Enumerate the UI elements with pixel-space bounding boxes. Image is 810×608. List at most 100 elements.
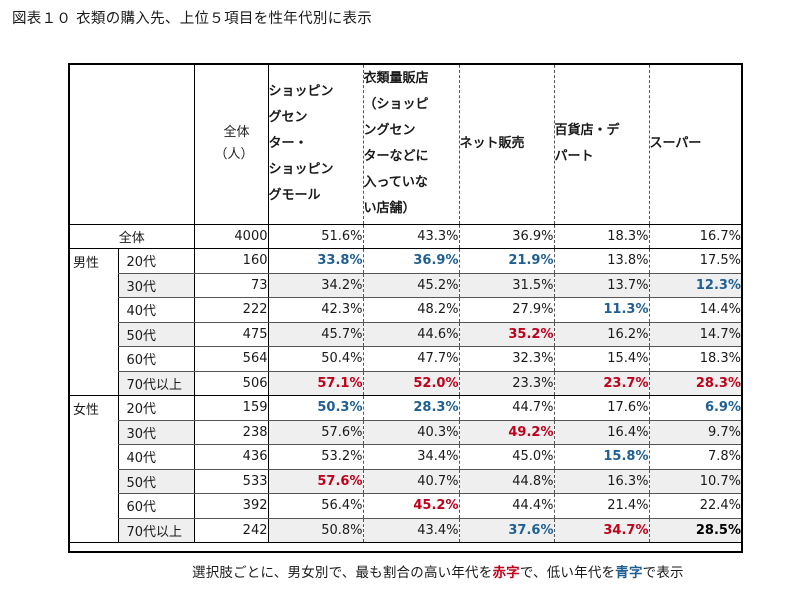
header-line: 入っていな xyxy=(363,175,428,191)
value-text: 51.6% xyxy=(321,228,363,244)
value-text: 48.2% xyxy=(417,302,459,318)
value-text: 40.7% xyxy=(417,473,459,489)
value-text: 23.3% xyxy=(512,375,554,391)
value-text: 22.4% xyxy=(699,498,741,514)
total-cell: 73 xyxy=(193,273,269,298)
value-text: 44.6% xyxy=(417,326,459,342)
table-row: 30代 238 57.6% 40.3% 49.2% 16.4% 9.7% xyxy=(70,420,741,445)
header-department-store: 百貨店・デ パート xyxy=(554,65,650,225)
value-cell: 48.2% xyxy=(363,297,460,323)
value-text: 50.3% xyxy=(317,400,363,416)
row-label-all: 全体 xyxy=(70,224,194,249)
value-text: 34.7% xyxy=(603,522,649,538)
value-text: 27.9% xyxy=(512,302,554,318)
value-cell: 57.1% xyxy=(268,371,364,396)
value-cell: 49.2% xyxy=(459,420,555,445)
age-label: 70代以上 xyxy=(117,371,194,396)
value-cell: 27.9% xyxy=(459,297,555,323)
total-cell: 242 xyxy=(193,518,269,543)
header-online: ネット販売 xyxy=(459,65,555,225)
header-row: 全体 （人） ショッピン グセン ター・ ショッピン グモール 衣類量販店 （ショッピ ング… xyxy=(70,65,741,225)
value-text: 44.8% xyxy=(512,473,554,489)
value-cell: 16.2% xyxy=(554,322,650,347)
value-text: 21.9% xyxy=(508,253,554,269)
table-body: 全体 4000 51.6% 43.3% 36.9% 18.3% 16.7% 男性 20代 160 3… xyxy=(70,224,741,543)
value-text: 15.8% xyxy=(603,449,649,465)
value-cell: 40.7% xyxy=(363,469,460,494)
value-text: 18.3% xyxy=(607,228,649,244)
value-cell: 9.7% xyxy=(649,420,741,445)
value-text: 57.6% xyxy=(321,424,363,440)
value-cell: 15.4% xyxy=(554,346,650,372)
value-cell: 43.3% xyxy=(363,224,460,249)
value-cell: 17.6% xyxy=(554,395,650,421)
value-text: 57.1% xyxy=(317,375,363,391)
value-cell: 42.3% xyxy=(268,297,364,323)
value-cell: 50.3% xyxy=(268,395,364,421)
value-cell: 12.3% xyxy=(649,273,741,298)
value-text: 28.3% xyxy=(695,375,741,391)
header-supermarket: スーパー xyxy=(649,65,741,225)
value-text: 43.3% xyxy=(417,228,459,244)
age-label: 40代 xyxy=(117,297,194,323)
total-cell: 222 xyxy=(193,297,269,323)
value-text: 16.7% xyxy=(699,228,741,244)
header-line: ター・ xyxy=(268,136,308,152)
value-text: 47.7% xyxy=(417,351,459,367)
value-cell: 32.3% xyxy=(459,346,555,372)
value-cell: 17.5% xyxy=(649,248,741,274)
age-label: 40代 xyxy=(117,444,194,470)
value-text: 53.2% xyxy=(321,449,363,465)
value-text: 32.3% xyxy=(512,351,554,367)
value-cell: 34.4% xyxy=(363,444,460,470)
header-line: ネット販売 xyxy=(459,136,525,152)
value-text: 13.8% xyxy=(607,253,649,269)
value-cell: 44.4% xyxy=(459,493,555,519)
value-text: 42.3% xyxy=(321,302,363,318)
total-cell: 160 xyxy=(193,248,269,274)
age-label: 60代 xyxy=(117,346,194,372)
value-text: 52.0% xyxy=(413,375,459,391)
value-cell: 28.3% xyxy=(363,395,460,421)
value-cell: 21.9% xyxy=(459,248,555,274)
age-label: 20代 xyxy=(117,248,194,274)
value-text: 14.4% xyxy=(699,302,741,318)
header-line: パート xyxy=(554,149,594,165)
value-text: 18.3% xyxy=(699,351,741,367)
value-text: 23.7% xyxy=(603,375,649,391)
value-cell: 18.3% xyxy=(554,224,650,249)
value-text: 16.3% xyxy=(607,473,649,489)
header-total-line: 全体 xyxy=(223,125,250,141)
total-cell: 533 xyxy=(193,469,269,494)
total-cell: 4000 xyxy=(193,224,269,249)
note-blue-word: 青字 xyxy=(615,565,643,581)
value-text: 36.9% xyxy=(512,228,554,244)
note-text-1: 選択肢ごとに、男女別で、最も割合の高い年代を xyxy=(192,565,493,581)
value-cell: 33.8% xyxy=(268,248,364,274)
value-cell: 45.2% xyxy=(363,493,460,519)
table-row: 女性 20代 159 50.3% 28.3% 44.7% 17.6% 6.9% xyxy=(70,395,741,543)
value-cell: 50.4% xyxy=(268,346,364,372)
value-text: 44.4% xyxy=(512,498,554,514)
header-line: スーパー xyxy=(649,136,702,152)
table-row: 40代 436 53.2% 34.4% 45.0% 15.8% 7.8% xyxy=(70,444,741,470)
value-cell: 45.0% xyxy=(459,444,555,470)
table-row: 50代 475 45.7% 44.6% 35.2% 16.2% 14.7% xyxy=(70,322,741,347)
value-cell: 18.3% xyxy=(649,346,741,372)
table-row: 40代 222 42.3% 48.2% 27.9% 11.3% 14.4% xyxy=(70,297,741,323)
value-text: 6.9% xyxy=(704,400,741,416)
table-row: 70代以上 242 50.8% 43.4% 37.6% 34.7% 28.5% xyxy=(70,518,741,543)
header-line: い店舗） xyxy=(363,201,416,217)
total-cell: 475 xyxy=(193,322,269,347)
value-cell: 57.6% xyxy=(268,469,364,494)
value-cell: 51.6% xyxy=(268,224,364,249)
value-cell: 47.7% xyxy=(363,346,460,372)
value-cell: 16.4% xyxy=(554,420,650,445)
value-cell: 34.2% xyxy=(268,273,364,298)
total-cell: 506 xyxy=(193,371,269,396)
value-cell: 56.4% xyxy=(268,493,364,519)
value-cell: 57.6% xyxy=(268,420,364,445)
value-text: 34.4% xyxy=(417,449,459,465)
value-text: 37.6% xyxy=(508,522,554,538)
age-label: 60代 xyxy=(117,493,194,519)
